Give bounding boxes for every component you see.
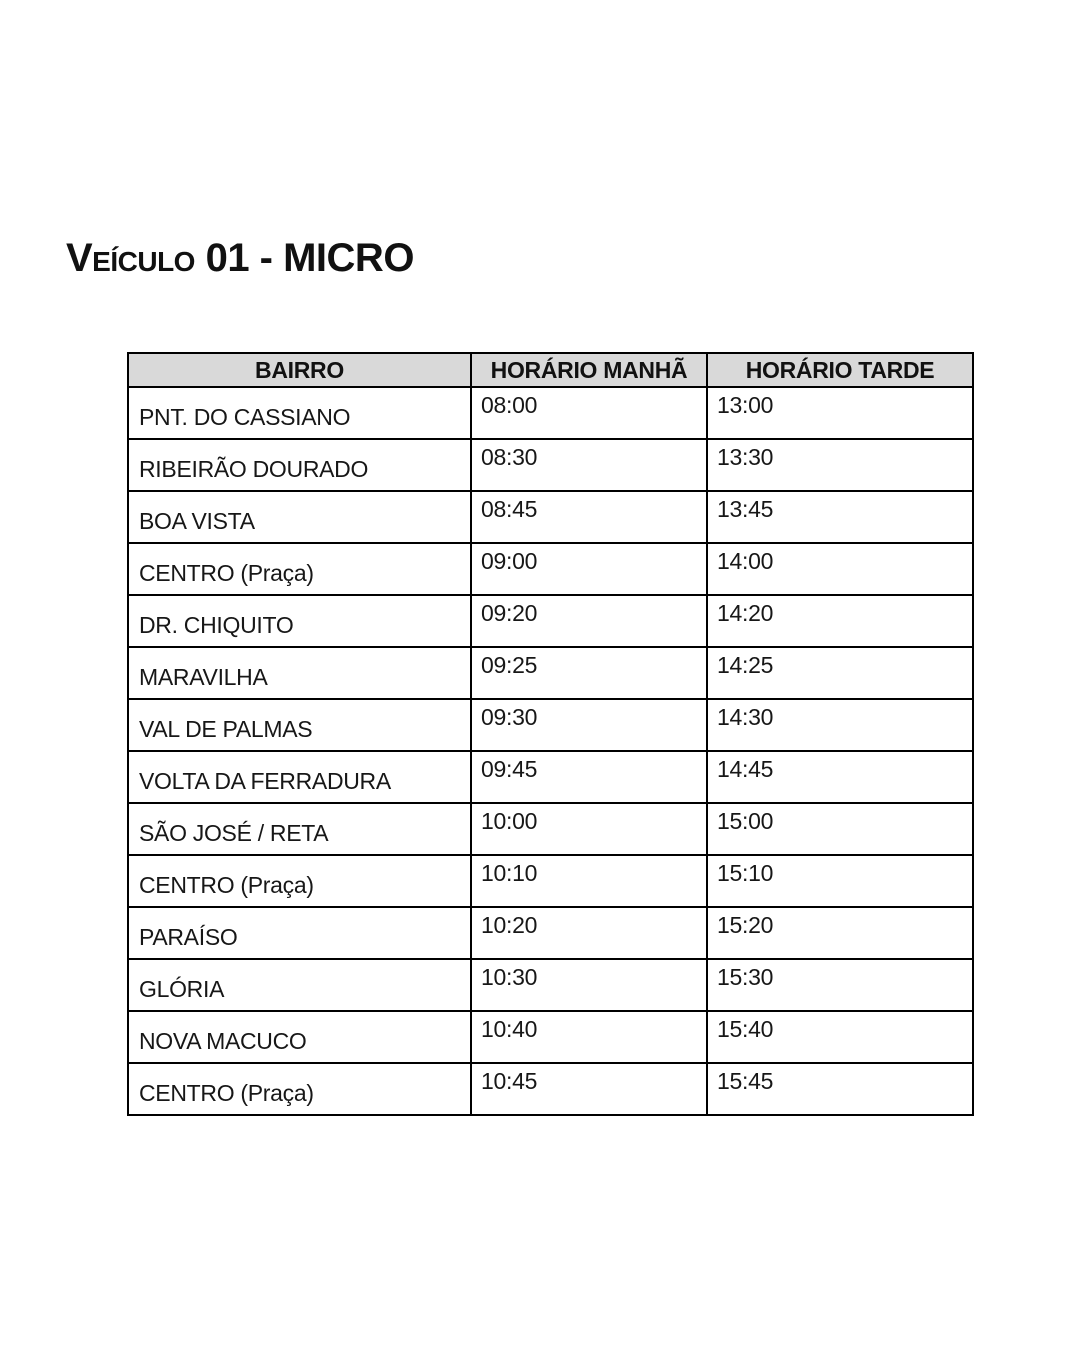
- table-row: VOLTA DA FERRADURA 09:45 14:45: [127, 750, 974, 804]
- bairro-cell: NOVA MACUCO: [127, 1010, 472, 1064]
- horario-manha-cell: 09:45: [470, 750, 708, 804]
- horario-manha-cell: 10:40: [470, 1010, 708, 1064]
- table-row: CENTRO (Praça) 10:45 15:45: [127, 1062, 974, 1116]
- table-row: BOA VISTA 08:45 13:45: [127, 490, 974, 544]
- horario-tarde-cell: 15:20: [706, 906, 974, 960]
- horario-manha-cell: 10:00: [470, 802, 708, 856]
- table-body: PNT. DO CASSIANO 08:00 13:00 RIBEIRÃO DO…: [127, 386, 974, 1116]
- horario-tarde-cell: 15:00: [706, 802, 974, 856]
- table-row: MARAVILHA 09:25 14:25: [127, 646, 974, 700]
- bairro-cell: SÃO JOSÉ / RETA: [127, 802, 472, 856]
- horario-manha-cell: 09:25: [470, 646, 708, 700]
- table-row: PARAÍSO 10:20 15:20: [127, 906, 974, 960]
- bairro-cell: GLÓRIA: [127, 958, 472, 1012]
- bairro-cell: PARAÍSO: [127, 906, 472, 960]
- horario-tarde-cell: 13:00: [706, 386, 974, 440]
- table-row: PNT. DO CASSIANO 08:00 13:00: [127, 386, 974, 440]
- bairro-cell: VAL DE PALMAS: [127, 698, 472, 752]
- bairro-cell: CENTRO (Praça): [127, 854, 472, 908]
- bairro-cell: CENTRO (Praça): [127, 1062, 472, 1116]
- bairro-cell: PNT. DO CASSIANO: [127, 386, 472, 440]
- horario-manha-cell: 10:20: [470, 906, 708, 960]
- bairro-cell: VOLTA DA FERRADURA: [127, 750, 472, 804]
- table-row: CENTRO (Praça) 10:10 15:10: [127, 854, 974, 908]
- table-row: GLÓRIA 10:30 15:30: [127, 958, 974, 1012]
- horario-tarde-cell: 13:45: [706, 490, 974, 544]
- horario-manha-cell: 08:30: [470, 438, 708, 492]
- horario-tarde-cell: 15:10: [706, 854, 974, 908]
- header-horario-manha: HORÁRIO MANHÃ: [470, 352, 708, 388]
- horario-tarde-cell: 15:30: [706, 958, 974, 1012]
- horario-manha-cell: 10:45: [470, 1062, 708, 1116]
- table-row: RIBEIRÃO DOURADO 08:30 13:30: [127, 438, 974, 492]
- horario-tarde-cell: 15:45: [706, 1062, 974, 1116]
- horario-tarde-cell: 13:30: [706, 438, 974, 492]
- horario-manha-cell: 10:30: [470, 958, 708, 1012]
- table-row: SÃO JOSÉ / RETA 10:00 15:00: [127, 802, 974, 856]
- bairro-cell: DR. CHIQUITO: [127, 594, 472, 648]
- page-title: Veículo 01 - MICRO: [66, 236, 414, 280]
- bairro-cell: MARAVILHA: [127, 646, 472, 700]
- horario-tarde-cell: 14:00: [706, 542, 974, 596]
- horario-tarde-cell: 14:20: [706, 594, 974, 648]
- horario-tarde-cell: 14:30: [706, 698, 974, 752]
- schedule-table: BAIRRO HORÁRIO MANHÃ HORÁRIO TARDE PNT. …: [127, 352, 974, 1116]
- horario-manha-cell: 09:20: [470, 594, 708, 648]
- bairro-cell: BOA VISTA: [127, 490, 472, 544]
- horario-tarde-cell: 14:45: [706, 750, 974, 804]
- bairro-cell: CENTRO (Praça): [127, 542, 472, 596]
- horario-tarde-cell: 14:25: [706, 646, 974, 700]
- header-horario-tarde: HORÁRIO TARDE: [706, 352, 974, 388]
- horario-manha-cell: 09:30: [470, 698, 708, 752]
- horario-tarde-cell: 15:40: [706, 1010, 974, 1064]
- table-row: NOVA MACUCO 10:40 15:40: [127, 1010, 974, 1064]
- horario-manha-cell: 09:00: [470, 542, 708, 596]
- horario-manha-cell: 10:10: [470, 854, 708, 908]
- header-row: BAIRRO HORÁRIO MANHÃ HORÁRIO TARDE: [127, 352, 974, 388]
- table-row: DR. CHIQUITO 09:20 14:20: [127, 594, 974, 648]
- table-header: BAIRRO HORÁRIO MANHÃ HORÁRIO TARDE: [127, 352, 974, 388]
- horario-manha-cell: 08:45: [470, 490, 708, 544]
- header-bairro: BAIRRO: [127, 352, 472, 388]
- schedule-table-container: BAIRRO HORÁRIO MANHÃ HORÁRIO TARDE PNT. …: [127, 352, 974, 1116]
- table-row: VAL DE PALMAS 09:30 14:30: [127, 698, 974, 752]
- horario-manha-cell: 08:00: [470, 386, 708, 440]
- table-row: CENTRO (Praça) 09:00 14:00: [127, 542, 974, 596]
- bairro-cell: RIBEIRÃO DOURADO: [127, 438, 472, 492]
